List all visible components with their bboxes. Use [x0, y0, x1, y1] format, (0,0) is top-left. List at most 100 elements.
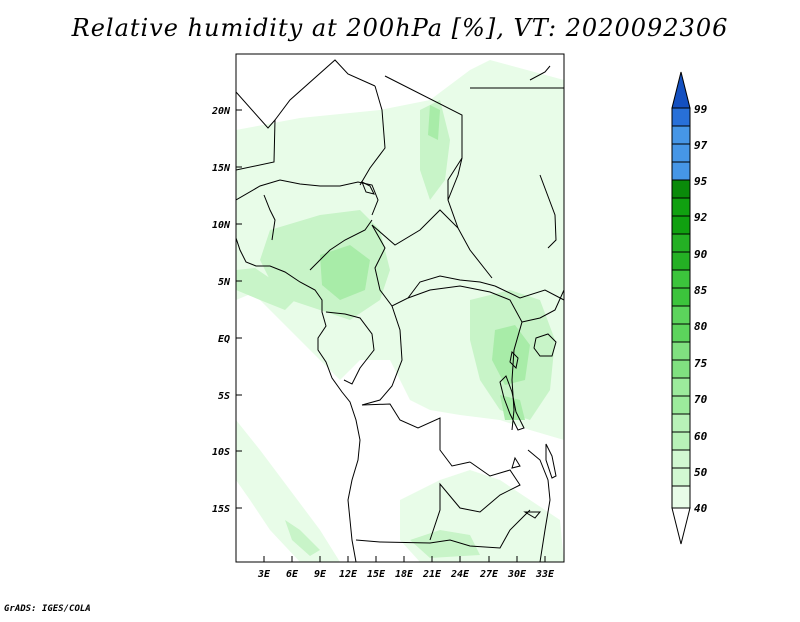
lat-label: 5N	[218, 277, 231, 288]
lake-chad	[361, 180, 375, 195]
shade-band-southwest	[236, 420, 340, 562]
colorbar-box	[671, 143, 691, 163]
shade-dark-4	[428, 105, 440, 140]
lat-label: 10S	[212, 447, 230, 458]
colorbar-box	[671, 467, 691, 487]
colorbar-label: 90	[694, 248, 708, 261]
colorbar-label: 60	[694, 430, 708, 443]
border-drc-1	[361, 305, 403, 406]
border-east-2	[494, 285, 564, 301]
lon-label: 27E	[479, 569, 499, 580]
colorbar-box	[671, 197, 691, 217]
colorbar-box	[671, 449, 691, 469]
colorbar-box	[671, 233, 691, 253]
colorbar: 99 97 95 92 90 85 80 75 70 60 50 40	[671, 71, 708, 545]
border-sahel-2	[263, 194, 276, 241]
lat-label: 15N	[212, 163, 231, 174]
lat-label: 15S	[212, 504, 230, 515]
colorbar-label: 40	[694, 502, 708, 515]
map-frame	[235, 53, 565, 563]
colorbar-box	[671, 251, 691, 271]
lon-label: 6E	[286, 569, 299, 580]
colorbar-box	[671, 485, 691, 509]
border-southern	[355, 509, 531, 549]
lon-label: 3E	[257, 569, 271, 580]
border-east-3	[539, 174, 557, 249]
lake-victoria	[533, 333, 557, 357]
border-nigeria	[309, 219, 373, 271]
map-title: Relative humidity at 200hPa [%], VT: 202…	[71, 14, 729, 42]
west-africa-coast	[236, 237, 361, 562]
shade-mid-north	[420, 100, 450, 200]
colorbar-box	[671, 269, 691, 289]
colorbar-top-arrow	[671, 71, 691, 109]
colorbar-label: 80	[694, 320, 708, 333]
colorbar-box	[671, 431, 691, 451]
colorbar-label: 85	[694, 284, 708, 297]
colorbar-box	[671, 323, 691, 343]
border-congo	[325, 311, 375, 385]
colorbar-label: 75	[694, 357, 708, 370]
coastlines-borders	[236, 59, 564, 562]
border-north-1	[359, 85, 386, 186]
lon-label: 12E	[339, 569, 358, 580]
lon-label: 33E	[535, 569, 555, 580]
border-zambia	[429, 461, 521, 541]
lake-malawi	[545, 443, 557, 479]
colorbar-box	[671, 305, 691, 325]
border-nw-2	[274, 59, 376, 121]
colorbar-label: 97	[694, 139, 708, 152]
lat-label: 20N	[211, 106, 231, 117]
colorbar-box	[671, 395, 691, 415]
red-sea-coast	[529, 65, 551, 81]
border-libya	[384, 75, 463, 229]
colorbar-label: 50	[694, 466, 708, 479]
humidity-shading	[236, 54, 564, 562]
shade-patch-east	[440, 80, 540, 210]
lon-label: 24E	[450, 569, 470, 580]
border-east-4	[447, 157, 463, 201]
lat-label: EQ	[218, 334, 230, 345]
lat-axis: 20N 15N 10N 5N EQ 5S 10S 15S	[211, 106, 242, 515]
lat-label: 5S	[218, 391, 230, 402]
shade-mid-coast	[236, 268, 295, 310]
colorbar-box	[671, 125, 691, 145]
colorbar-box	[671, 215, 691, 235]
colorbar-label: 70	[694, 393, 708, 406]
lon-axis: 3E 6E 9E 12E 15E 18E 21E 24E 27E 30E 33E	[257, 556, 555, 580]
border-angola	[361, 403, 471, 467]
border-mozambique	[527, 449, 551, 562]
shade-dark-3	[500, 395, 525, 420]
lake-kariba	[523, 511, 542, 519]
lon-label: 9E	[314, 569, 327, 580]
colorbar-box	[671, 107, 691, 127]
lon-label: 21E	[422, 569, 442, 580]
colorbar-box	[671, 287, 691, 307]
shade-mid-sw	[285, 520, 320, 556]
colorbar-bottom-arrow	[671, 507, 691, 545]
lon-label: 18E	[395, 569, 414, 580]
lat-label: 10N	[212, 220, 231, 231]
shade-dark-1	[320, 245, 370, 300]
border-sahel-1	[236, 179, 379, 216]
grads-credit: GrADS: IGES/COLA	[4, 604, 91, 614]
shade-mid-south	[410, 530, 480, 558]
lake-bangweulu	[511, 456, 521, 469]
colorbar-label: 92	[694, 211, 708, 224]
border-chad-sudan	[371, 209, 493, 279]
colorbar-box	[671, 413, 691, 433]
lake-tanganyika	[499, 375, 525, 431]
lake-kivu	[509, 350, 519, 370]
lon-label: 15E	[367, 569, 386, 580]
colorbar-box	[671, 161, 691, 181]
border-east-1	[521, 289, 564, 323]
colorbar-box	[671, 179, 691, 199]
colorbar-box	[671, 359, 691, 379]
colorbar-box	[671, 341, 691, 361]
lon-label: 30E	[507, 569, 527, 580]
colorbar-box	[671, 377, 691, 397]
colorbar-label: 95	[694, 175, 708, 188]
colorbar-label: 99	[694, 103, 708, 116]
